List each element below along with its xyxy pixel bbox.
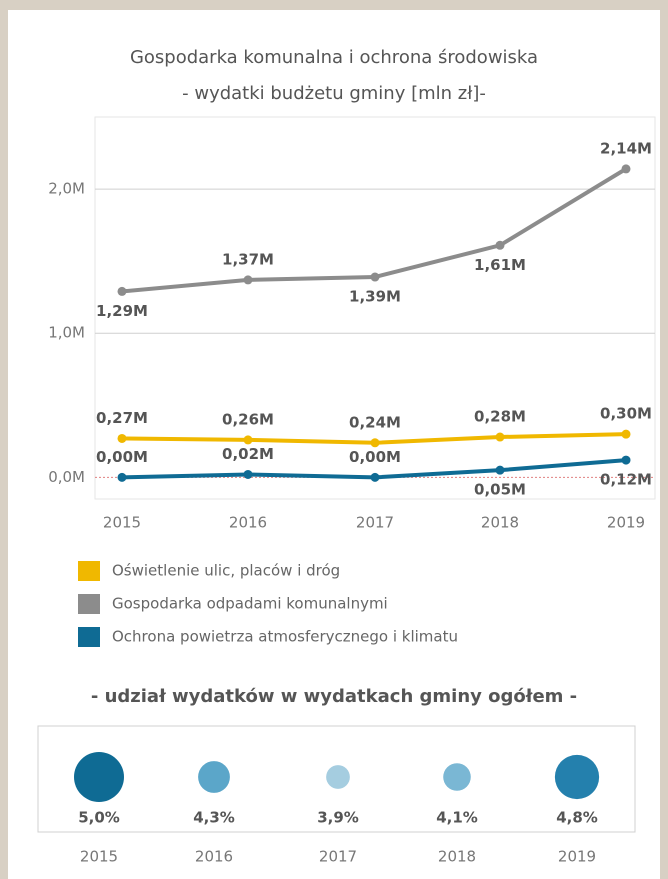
data-label: 0,02M [222,445,274,463]
data-label: 3,9% [317,809,359,827]
x-tick-label: 2015 [80,848,118,866]
data-label: 0,12M [600,471,652,489]
data-label: 0,05M [474,481,526,499]
data-label: 0,30M [600,405,652,423]
point [243,435,253,445]
point [370,438,380,448]
y-tick-label: 0,0M [48,468,85,486]
bubble [198,761,230,793]
x-tick-label: 2017 [356,514,394,532]
bubble-frame [37,725,636,833]
data-label: 0,24M [349,413,401,431]
legend-label: Gospodarka odpadami komunalnymi [112,595,388,613]
point [621,164,631,174]
data-label: 1,61M [474,256,526,274]
legend-swatch [78,594,100,614]
point [370,472,380,482]
point [117,286,127,296]
data-label: 0,28M [474,408,526,426]
data-label: 4,3% [193,809,235,827]
point [117,472,127,482]
x-tick-label: 2019 [558,848,596,866]
bubble [74,752,124,802]
x-tick-label: 2016 [195,848,233,866]
panel [8,10,660,879]
chart-title: Gospodarka komunalna i ochrona środowisk… [130,47,538,68]
bubble-title: - udział wydatków w wydatkach gminy ogół… [91,686,577,707]
data-label: 4,1% [436,809,478,827]
bubble [554,754,600,800]
data-label: 4,8% [556,809,598,827]
data-label: 0,26M [222,410,274,428]
point [495,240,505,250]
legend-swatch [78,627,100,647]
data-label: 0,00M [349,448,401,466]
legend-swatch [78,561,100,581]
point [621,429,631,439]
data-label: 2,14M [600,139,652,157]
x-tick-label: 2019 [607,514,645,532]
point [243,469,253,479]
point [495,432,505,442]
legend-label: Ochrona powietrza atmosferycznego i klim… [112,628,458,646]
y-tick-label: 1,0M [48,324,85,342]
data-label: 1,39M [349,288,401,306]
legend-label: Oświetlenie ulic, placów i dróg [112,562,340,580]
x-tick-label: 2018 [481,514,519,532]
data-label: 1,37M [222,250,274,268]
data-label: 0,27M [96,409,148,427]
x-tick-label: 2017 [319,848,357,866]
x-tick-label: 2015 [103,514,141,532]
y-tick-label: 2,0M [48,180,85,198]
point [117,433,127,443]
point [495,465,505,475]
point [621,455,631,465]
chart-subtitle: - wydatki budżetu gminy [mln zł]- [182,83,486,104]
point [370,272,380,282]
data-label: 5,0% [78,809,120,827]
point [243,275,253,285]
plot-frame [94,116,656,500]
bubble [443,763,471,791]
x-tick-label: 2018 [438,848,476,866]
x-tick-label: 2016 [229,514,267,532]
bubble [326,765,350,789]
data-label: 0,00M [96,448,148,466]
data-label: 1,29M [96,302,148,320]
